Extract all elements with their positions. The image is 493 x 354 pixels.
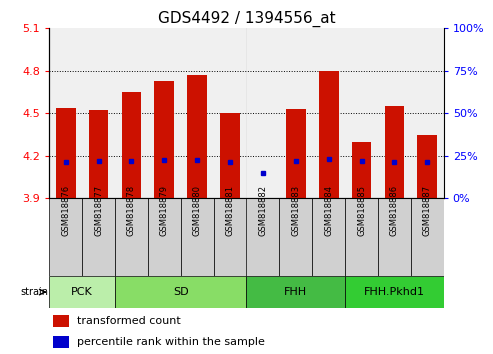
Text: GSM818887: GSM818887	[423, 184, 432, 236]
Bar	[115, 276, 246, 308]
Bar	[378, 28, 411, 198]
Text: GSM818882: GSM818882	[258, 185, 267, 236]
Bar	[411, 28, 444, 198]
Bar	[49, 276, 115, 308]
Bar	[246, 28, 280, 198]
Bar	[148, 28, 181, 198]
Bar	[378, 198, 411, 276]
Text: SD: SD	[173, 287, 189, 297]
Bar	[49, 28, 82, 198]
Text: GSM818877: GSM818877	[94, 184, 103, 236]
Bar	[181, 28, 213, 198]
Bar	[82, 28, 115, 198]
Text: GSM818881: GSM818881	[226, 185, 235, 236]
Text: GSM818883: GSM818883	[291, 184, 300, 236]
Text: GSM818876: GSM818876	[61, 184, 70, 236]
Text: percentile rank within the sample: percentile rank within the sample	[77, 337, 265, 347]
Bar	[115, 28, 148, 198]
Bar	[345, 276, 444, 308]
Bar	[53, 315, 69, 327]
Bar	[220, 113, 240, 198]
Text: strain: strain	[21, 287, 49, 297]
Text: GSM818884: GSM818884	[324, 185, 333, 236]
Bar	[411, 198, 444, 276]
Text: GSM818880: GSM818880	[193, 185, 202, 236]
Bar	[286, 109, 306, 198]
Bar	[280, 198, 312, 276]
Bar	[319, 71, 339, 198]
Bar	[345, 28, 378, 198]
Bar	[246, 276, 345, 308]
Bar	[148, 198, 181, 276]
Bar	[213, 198, 246, 276]
Text: GSM818879: GSM818879	[160, 185, 169, 236]
Bar	[213, 28, 246, 198]
Text: FHH.Pkhd1: FHH.Pkhd1	[364, 287, 425, 297]
Bar	[187, 75, 207, 198]
Text: GSM818885: GSM818885	[357, 185, 366, 236]
Bar	[312, 198, 345, 276]
Bar	[49, 198, 82, 276]
Title: GDS4492 / 1394556_at: GDS4492 / 1394556_at	[158, 11, 335, 27]
Bar	[89, 110, 108, 198]
Bar	[312, 28, 345, 198]
Text: GSM818878: GSM818878	[127, 184, 136, 236]
Bar	[280, 28, 312, 198]
Bar	[154, 81, 174, 198]
Bar	[418, 135, 437, 198]
Text: transformed count: transformed count	[77, 316, 180, 326]
Bar	[115, 198, 148, 276]
Bar	[352, 142, 371, 198]
Bar	[181, 198, 213, 276]
Bar	[345, 198, 378, 276]
Text: FHH: FHH	[284, 287, 307, 297]
Text: GSM818886: GSM818886	[390, 184, 399, 236]
Bar	[82, 198, 115, 276]
Text: PCK: PCK	[71, 287, 93, 297]
Bar	[385, 106, 404, 198]
Bar	[246, 198, 280, 276]
Bar	[122, 92, 141, 198]
Bar	[56, 108, 75, 198]
Bar	[53, 336, 69, 348]
